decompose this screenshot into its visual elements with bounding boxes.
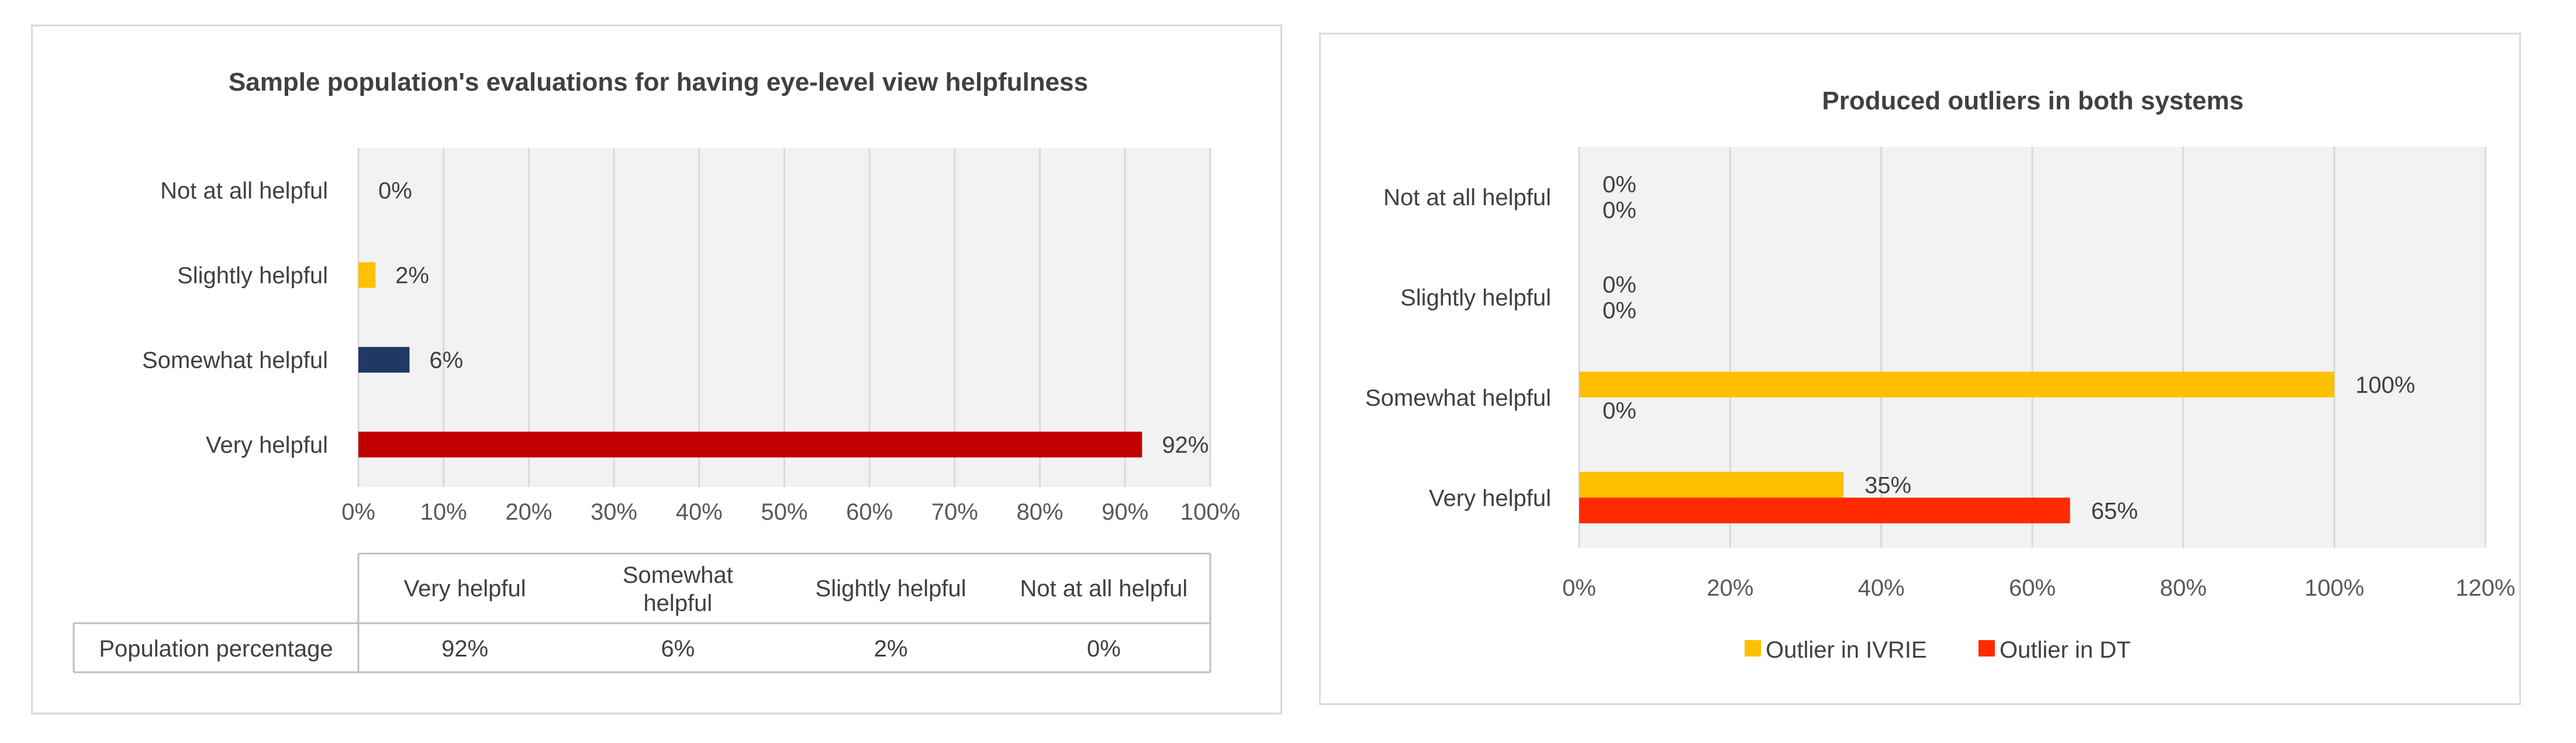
bar-outlier-in-ivrie-somewhat-helpful: [1579, 371, 2335, 398]
table-cell-value: 0%: [1087, 636, 1121, 662]
x-tick-label: 50%: [761, 499, 807, 525]
table-header-not-at-all-helpful: Not at all helpful: [1020, 576, 1187, 602]
legend-label-outlier-in-dt: Outlier in DT: [2000, 637, 2131, 663]
x-tick-label: 20%: [505, 499, 552, 525]
bar-very-helpful: [358, 431, 1142, 458]
table-header-line: helpful: [643, 590, 712, 616]
bar-outlier-in-dt-very-helpful: [1579, 497, 2070, 524]
x-tick-label: 40%: [676, 499, 723, 525]
table-header-slightly-helpful: Slightly helpful: [816, 576, 966, 602]
x-tick-label: 70%: [931, 499, 978, 525]
category-label-not-at-all-helpful: Not at all helpful: [160, 178, 328, 204]
x-tick-label: 40%: [1858, 575, 1905, 601]
chart-panel-outliers: Produced outliers in both systems 0% 20% 40…: [1319, 33, 2521, 705]
x-tick-label: 0%: [1562, 575, 1596, 601]
data-label-outlier-in-ivrie-somewhat-helpful: 100%: [2356, 372, 2415, 398]
table-cell-value: 92%: [441, 636, 488, 662]
x-tick-label: 60%: [2009, 575, 2056, 601]
x-tick-label: 0%: [341, 499, 375, 525]
data-label-very-helpful: 92%: [1162, 433, 1208, 458]
x-tick-label: 80%: [1017, 499, 1063, 525]
data-label-outlier-in-ivrie-slightly-helpful: 0%: [1603, 272, 1636, 298]
legend-label-outlier-in-ivrie: Outlier in IVRIE: [1766, 637, 1927, 663]
data-label-outlier-in-ivrie-very-helpful: 35%: [1864, 472, 1911, 498]
chart-panel-helpfulness: Sample population's evaluations for havi…: [31, 25, 1282, 714]
chart-title: Sample population's evaluations for havi…: [229, 68, 1088, 96]
category-label-slightly-helpful: Slightly helpful: [177, 263, 328, 289]
category-label-very-helpful: Very helpful: [206, 433, 328, 458]
table-row-label: Population percentage: [99, 636, 333, 662]
category-label-somewhat-helpful: Somewhat helpful: [1365, 385, 1551, 411]
x-tick-label: 90%: [1101, 499, 1148, 525]
data-label-somewhat-helpful: 6%: [429, 348, 463, 374]
table-header-line: Somewhat: [623, 562, 733, 588]
chart-title: Produced outliers in both systems: [1822, 87, 2243, 115]
bar-outlier-in-ivrie-very-helpful: [1579, 472, 1844, 498]
legend-swatch-outlier-in-ivrie: [1745, 640, 1761, 656]
data-label-outlier-in-dt-somewhat-helpful: 0%: [1603, 398, 1636, 424]
chart-helpfulness: Sample population's evaluations for havi…: [72, 68, 1240, 673]
legend-swatch-outlier-in-dt: [1978, 640, 1995, 656]
data-label-outlier-in-dt-very-helpful: 65%: [2091, 498, 2138, 524]
category-label-very-helpful: Very helpful: [1429, 485, 1551, 511]
data-label-outlier-in-ivrie-not-at-all-helpful: 0%: [1603, 172, 1636, 198]
x-tick-label: 10%: [420, 499, 467, 525]
data-label-outlier-in-dt-not-at-all-helpful: 0%: [1603, 198, 1636, 223]
data-label-outlier-in-dt-slightly-helpful: 0%: [1603, 298, 1636, 323]
table-cell-value: 2%: [874, 636, 908, 662]
data-label-not-at-all-helpful: 0%: [378, 178, 412, 204]
table-cell-value: 6%: [661, 636, 695, 662]
category-label-not-at-all-helpful: Not at all helpful: [1383, 185, 1551, 210]
x-tick-label: 120%: [2456, 575, 2515, 601]
x-tick-label: 30%: [591, 499, 637, 525]
table-header-very-helpful: Very helpful: [404, 576, 526, 602]
x-tick-label: 60%: [846, 499, 893, 525]
table-header-somewhat-helpful: Somewhat helpful: [623, 562, 733, 616]
x-tick-label: 20%: [1707, 575, 1753, 601]
x-tick-label: 100%: [2305, 575, 2364, 601]
bar-slightly-helpful: [358, 262, 376, 288]
bar-somewhat-helpful: [358, 347, 410, 373]
chart-outliers: Produced outliers in both systems 0% 20% 40…: [1365, 87, 2515, 663]
category-label-slightly-helpful: Slightly helpful: [1400, 285, 1551, 310]
x-tick-label: 100%: [1180, 499, 1240, 525]
category-label-somewhat-helpful: Somewhat helpful: [142, 348, 328, 374]
data-label-slightly-helpful: 2%: [395, 263, 429, 289]
x-tick-label: 80%: [2160, 575, 2206, 601]
